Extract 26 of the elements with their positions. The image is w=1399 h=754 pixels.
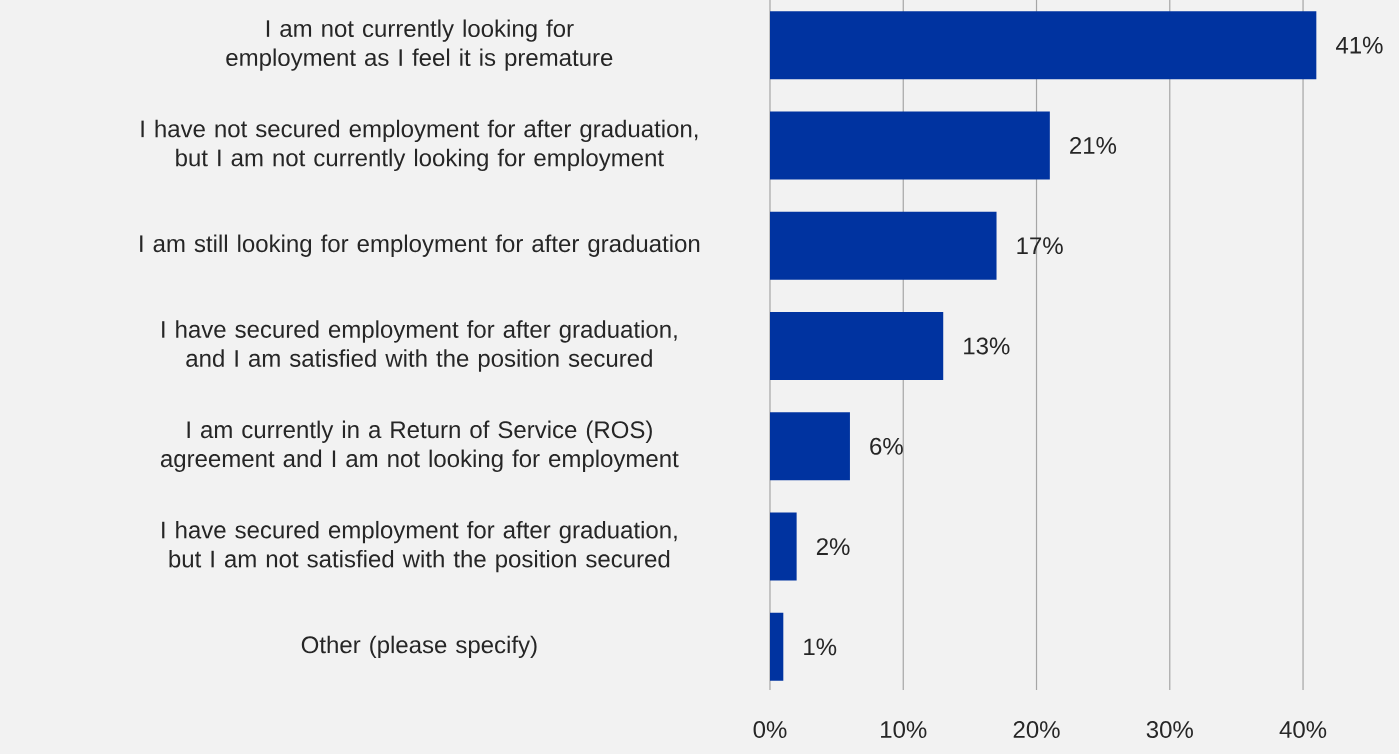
data-label: 41% — [1336, 36, 1383, 54]
y-tick-label: Other (please specify) — [301, 635, 537, 659]
data-label: 21% — [1070, 136, 1117, 154]
bar — [769, 312, 944, 380]
y-tick-label: I am currently in a Return of Service (ROS) agreement and I am not looking for employment — [160, 420, 679, 472]
y-tick-label: I have secured employment for after graduation, and I am satisfied with the position secured — [162, 320, 677, 372]
y-tick-label: I have not secured employment for after graduation, but I am not currently looking for employment — [141, 119, 698, 172]
bar — [769, 11, 1317, 80]
y-tick-label: I am not currently looking for employment as I feel it is premature — [226, 19, 613, 71]
bar — [769, 612, 784, 681]
y-tick-label: I am still looking for employment for after graduation — [140, 234, 700, 257]
data-label: 1% — [804, 638, 837, 656]
data-label: 13% — [964, 337, 1010, 355]
x-tick-label: 30% — [1146, 721, 1193, 739]
data-label: 2% — [816, 538, 850, 556]
bar — [769, 111, 1050, 180]
bar — [769, 512, 797, 581]
data-label: 6% — [870, 437, 903, 455]
x-tick-label: 20% — [1013, 721, 1060, 739]
bar — [769, 412, 850, 481]
y-tick-label: I have secured employment for after graduation, but I am not satisfied with the position secured — [162, 520, 677, 573]
bar — [769, 211, 997, 280]
data-label: 17% — [1017, 237, 1063, 255]
x-tick-label: 0% — [753, 721, 787, 739]
x-tick-label: 40% — [1279, 721, 1327, 739]
x-tick-label: 10% — [881, 721, 927, 739]
